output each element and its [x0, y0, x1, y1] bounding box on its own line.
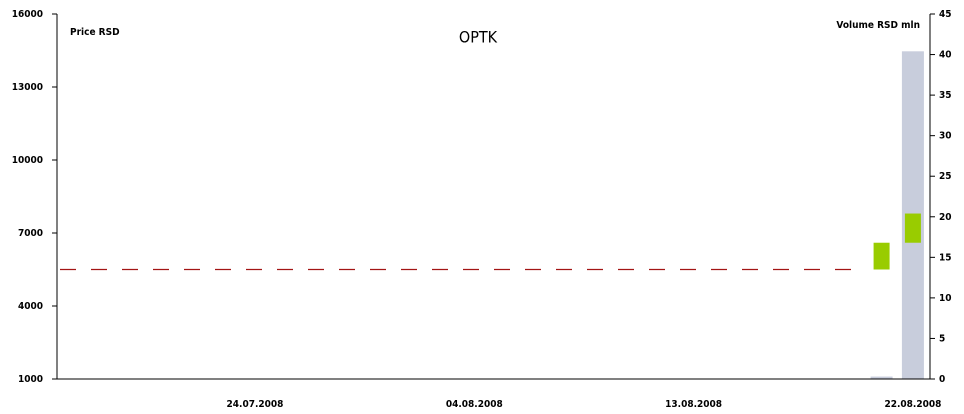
- y2-tick-label: 5: [939, 333, 945, 344]
- y2-tick-label: 35: [939, 90, 952, 101]
- y2-tick-label: 25: [939, 171, 952, 182]
- y2-tick-label: 30: [939, 131, 952, 142]
- y2-tick-label: 40: [939, 50, 952, 61]
- y-axis-label: Price RSD: [70, 27, 120, 38]
- x-tick-label: 13.08.2008: [665, 399, 722, 410]
- candle-body: [904, 213, 921, 243]
- x-tick-label: 22.08.2008: [884, 399, 941, 410]
- y2-axis-label: Volume RSD mln: [836, 20, 920, 31]
- x-tick-label: 04.08.2008: [446, 399, 503, 410]
- y2-tick-label: 45: [939, 9, 952, 20]
- y-tick-label: 1000: [18, 374, 43, 385]
- y-tick-label: 4000: [18, 301, 43, 312]
- volume-bar: [870, 376, 893, 379]
- chart-title: OPTK: [459, 28, 498, 47]
- y2-tick-label: 10: [939, 293, 952, 304]
- candle-body: [873, 242, 890, 270]
- y-tick-label: 7000: [18, 228, 43, 239]
- y-tick-label: 13000: [12, 82, 43, 93]
- y2-tick-label: 20: [939, 212, 952, 223]
- y-tick-label: 16000: [12, 9, 43, 20]
- y2-tick-label: 0: [939, 374, 945, 385]
- y2-tick-label: 15: [939, 252, 952, 263]
- x-tick-label: 24.07.2008: [227, 399, 284, 410]
- y-tick-label: 10000: [12, 155, 43, 166]
